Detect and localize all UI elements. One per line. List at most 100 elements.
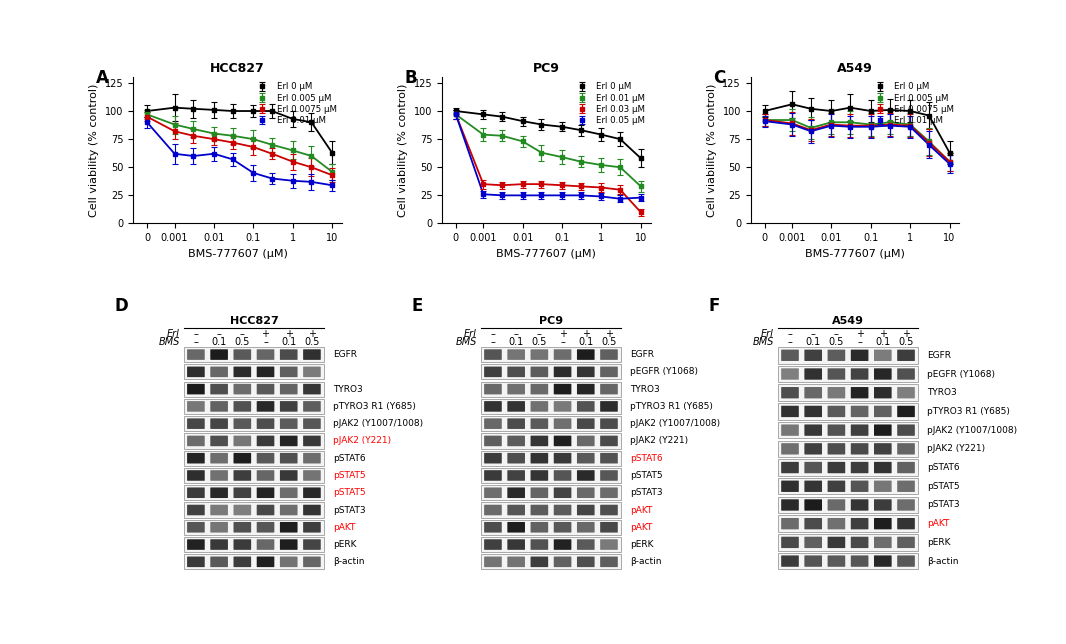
Text: pEGFR (Y1068): pEGFR (Y1068) xyxy=(927,370,995,379)
Text: pERK: pERK xyxy=(927,538,951,547)
FancyBboxPatch shape xyxy=(507,366,524,377)
Text: –: – xyxy=(490,337,496,347)
FancyBboxPatch shape xyxy=(303,366,321,377)
FancyBboxPatch shape xyxy=(553,366,571,377)
FancyBboxPatch shape xyxy=(805,518,822,529)
Text: F: F xyxy=(709,298,721,316)
FancyBboxPatch shape xyxy=(184,347,324,362)
FancyBboxPatch shape xyxy=(778,403,918,420)
FancyBboxPatch shape xyxy=(303,419,321,429)
FancyBboxPatch shape xyxy=(874,424,891,436)
FancyBboxPatch shape xyxy=(210,401,228,412)
FancyBboxPatch shape xyxy=(531,556,548,567)
FancyBboxPatch shape xyxy=(781,368,798,380)
FancyBboxPatch shape xyxy=(781,387,798,399)
FancyBboxPatch shape xyxy=(827,350,845,361)
FancyBboxPatch shape xyxy=(507,453,524,464)
FancyBboxPatch shape xyxy=(851,499,869,511)
FancyBboxPatch shape xyxy=(484,401,502,412)
FancyBboxPatch shape xyxy=(188,435,205,446)
FancyBboxPatch shape xyxy=(233,488,252,498)
Text: pSTAT3: pSTAT3 xyxy=(333,506,366,515)
FancyBboxPatch shape xyxy=(851,406,869,417)
FancyBboxPatch shape xyxy=(188,556,205,567)
FancyBboxPatch shape xyxy=(303,556,321,567)
Text: –: – xyxy=(857,337,862,347)
FancyBboxPatch shape xyxy=(577,401,595,412)
FancyBboxPatch shape xyxy=(303,401,321,412)
FancyBboxPatch shape xyxy=(482,485,620,500)
FancyBboxPatch shape xyxy=(531,366,548,377)
FancyBboxPatch shape xyxy=(507,505,524,515)
FancyBboxPatch shape xyxy=(280,419,297,429)
FancyBboxPatch shape xyxy=(188,539,205,550)
Text: EGFR: EGFR xyxy=(927,351,951,360)
Text: 0.1: 0.1 xyxy=(806,337,821,347)
FancyBboxPatch shape xyxy=(898,480,915,492)
FancyBboxPatch shape xyxy=(257,349,274,360)
FancyBboxPatch shape xyxy=(600,556,618,567)
FancyBboxPatch shape xyxy=(898,424,915,436)
X-axis label: BMS-777607 (μM): BMS-777607 (μM) xyxy=(497,249,596,259)
Text: pTYRO3 R1 (Y685): pTYRO3 R1 (Y685) xyxy=(927,407,1010,416)
FancyBboxPatch shape xyxy=(553,505,571,515)
FancyBboxPatch shape xyxy=(577,349,595,360)
FancyBboxPatch shape xyxy=(507,539,524,550)
FancyBboxPatch shape xyxy=(531,488,548,498)
FancyBboxPatch shape xyxy=(233,453,252,464)
FancyBboxPatch shape xyxy=(577,435,595,446)
FancyBboxPatch shape xyxy=(482,468,620,483)
FancyBboxPatch shape xyxy=(484,435,502,446)
FancyBboxPatch shape xyxy=(482,347,620,362)
Text: –: – xyxy=(811,329,815,339)
FancyBboxPatch shape xyxy=(805,424,822,436)
FancyBboxPatch shape xyxy=(233,522,252,533)
FancyBboxPatch shape xyxy=(257,556,274,567)
FancyBboxPatch shape xyxy=(257,366,274,377)
Text: TYRO3: TYRO3 xyxy=(333,384,362,393)
Legend: Erl 0 μM, Erl 0.01 μM, Erl 0.03 μM, Erl 0.05 μM: Erl 0 μM, Erl 0.01 μM, Erl 0.03 μM, Erl … xyxy=(568,79,649,128)
FancyBboxPatch shape xyxy=(210,505,228,515)
Text: pJAK2 (Y1007/1008): pJAK2 (Y1007/1008) xyxy=(630,419,720,428)
FancyBboxPatch shape xyxy=(827,387,845,399)
FancyBboxPatch shape xyxy=(781,536,798,548)
Text: Erl: Erl xyxy=(166,329,180,339)
FancyBboxPatch shape xyxy=(874,462,891,473)
FancyBboxPatch shape xyxy=(257,401,274,412)
FancyBboxPatch shape xyxy=(874,518,891,529)
FancyBboxPatch shape xyxy=(874,406,891,417)
FancyBboxPatch shape xyxy=(600,539,618,550)
FancyBboxPatch shape xyxy=(778,347,918,363)
FancyBboxPatch shape xyxy=(484,384,502,394)
FancyBboxPatch shape xyxy=(280,384,297,394)
FancyBboxPatch shape xyxy=(851,462,869,473)
FancyBboxPatch shape xyxy=(233,401,252,412)
FancyBboxPatch shape xyxy=(303,470,321,481)
Text: TYRO3: TYRO3 xyxy=(927,388,956,397)
Y-axis label: Cell viability (% control): Cell viability (% control) xyxy=(90,84,99,217)
FancyBboxPatch shape xyxy=(184,416,324,431)
Text: pERK: pERK xyxy=(333,540,356,549)
FancyBboxPatch shape xyxy=(507,401,524,412)
FancyBboxPatch shape xyxy=(188,401,205,412)
FancyBboxPatch shape xyxy=(778,534,918,551)
FancyBboxPatch shape xyxy=(781,406,798,417)
FancyBboxPatch shape xyxy=(303,384,321,394)
FancyBboxPatch shape xyxy=(257,453,274,464)
FancyBboxPatch shape xyxy=(531,539,548,550)
FancyBboxPatch shape xyxy=(898,518,915,529)
FancyBboxPatch shape xyxy=(781,424,798,436)
Text: –: – xyxy=(537,329,542,339)
FancyBboxPatch shape xyxy=(851,443,869,455)
Text: pJAK2 (Y221): pJAK2 (Y221) xyxy=(630,437,688,446)
Text: pAKT: pAKT xyxy=(333,523,355,532)
FancyBboxPatch shape xyxy=(210,349,228,360)
FancyBboxPatch shape xyxy=(210,522,228,533)
Text: pJAK2 (Y221): pJAK2 (Y221) xyxy=(333,437,391,446)
FancyBboxPatch shape xyxy=(898,462,915,473)
FancyBboxPatch shape xyxy=(600,401,618,412)
FancyBboxPatch shape xyxy=(874,499,891,511)
FancyBboxPatch shape xyxy=(507,419,524,429)
FancyBboxPatch shape xyxy=(303,488,321,498)
Text: pSTAT5: pSTAT5 xyxy=(333,488,366,497)
